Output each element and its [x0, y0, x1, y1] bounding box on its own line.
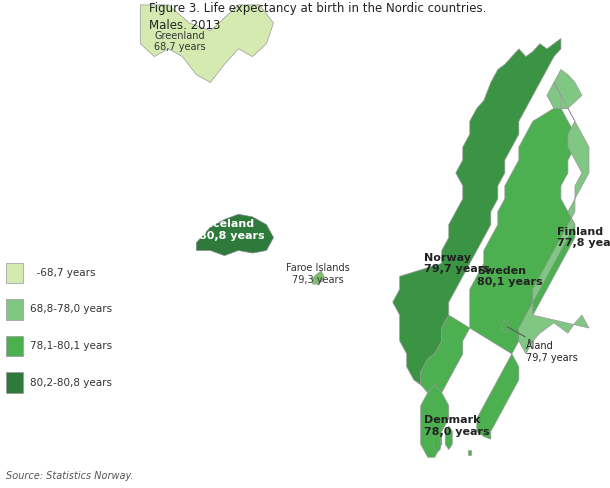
- Polygon shape: [196, 214, 273, 256]
- Text: Norway
79,7 years: Norway 79,7 years: [424, 253, 490, 274]
- Text: Figure 3. Life expectancy at birth in the Nordic countries.
Males. 2013: Figure 3. Life expectancy at birth in th…: [149, 2, 487, 32]
- Polygon shape: [433, 434, 440, 452]
- Polygon shape: [421, 385, 449, 457]
- Text: 78,1-80,1 years: 78,1-80,1 years: [30, 341, 113, 351]
- Polygon shape: [501, 320, 508, 333]
- Text: 80,2-80,8 years: 80,2-80,8 years: [30, 378, 112, 387]
- Bar: [6, 263, 23, 283]
- Polygon shape: [445, 426, 452, 449]
- Bar: [6, 372, 23, 393]
- Text: Source: Statistics Norway.: Source: Statistics Norway.: [6, 471, 134, 481]
- Bar: [6, 299, 23, 320]
- Text: 68,8-78,0 years: 68,8-78,0 years: [30, 305, 113, 314]
- Text: Sweden
80,1 years: Sweden 80,1 years: [477, 265, 542, 287]
- Polygon shape: [468, 449, 471, 455]
- Text: Finland
77,8 years: Finland 77,8 years: [558, 227, 610, 248]
- Text: -68,7 years: -68,7 years: [30, 268, 96, 278]
- Polygon shape: [140, 5, 273, 82]
- Polygon shape: [421, 108, 575, 439]
- Text: Denmark
78,0 years: Denmark 78,0 years: [424, 415, 490, 437]
- Bar: [6, 336, 23, 356]
- Polygon shape: [519, 69, 589, 354]
- Text: Faroe Islands
79,3 years: Faroe Islands 79,3 years: [286, 264, 350, 285]
- Text: Greenland
68,7 years: Greenland 68,7 years: [154, 31, 206, 52]
- Polygon shape: [312, 271, 324, 284]
- Text: Åland
79,7 years: Åland 79,7 years: [508, 327, 578, 363]
- Polygon shape: [393, 39, 561, 385]
- Text: Iceland
80,8 years: Iceland 80,8 years: [199, 219, 264, 241]
